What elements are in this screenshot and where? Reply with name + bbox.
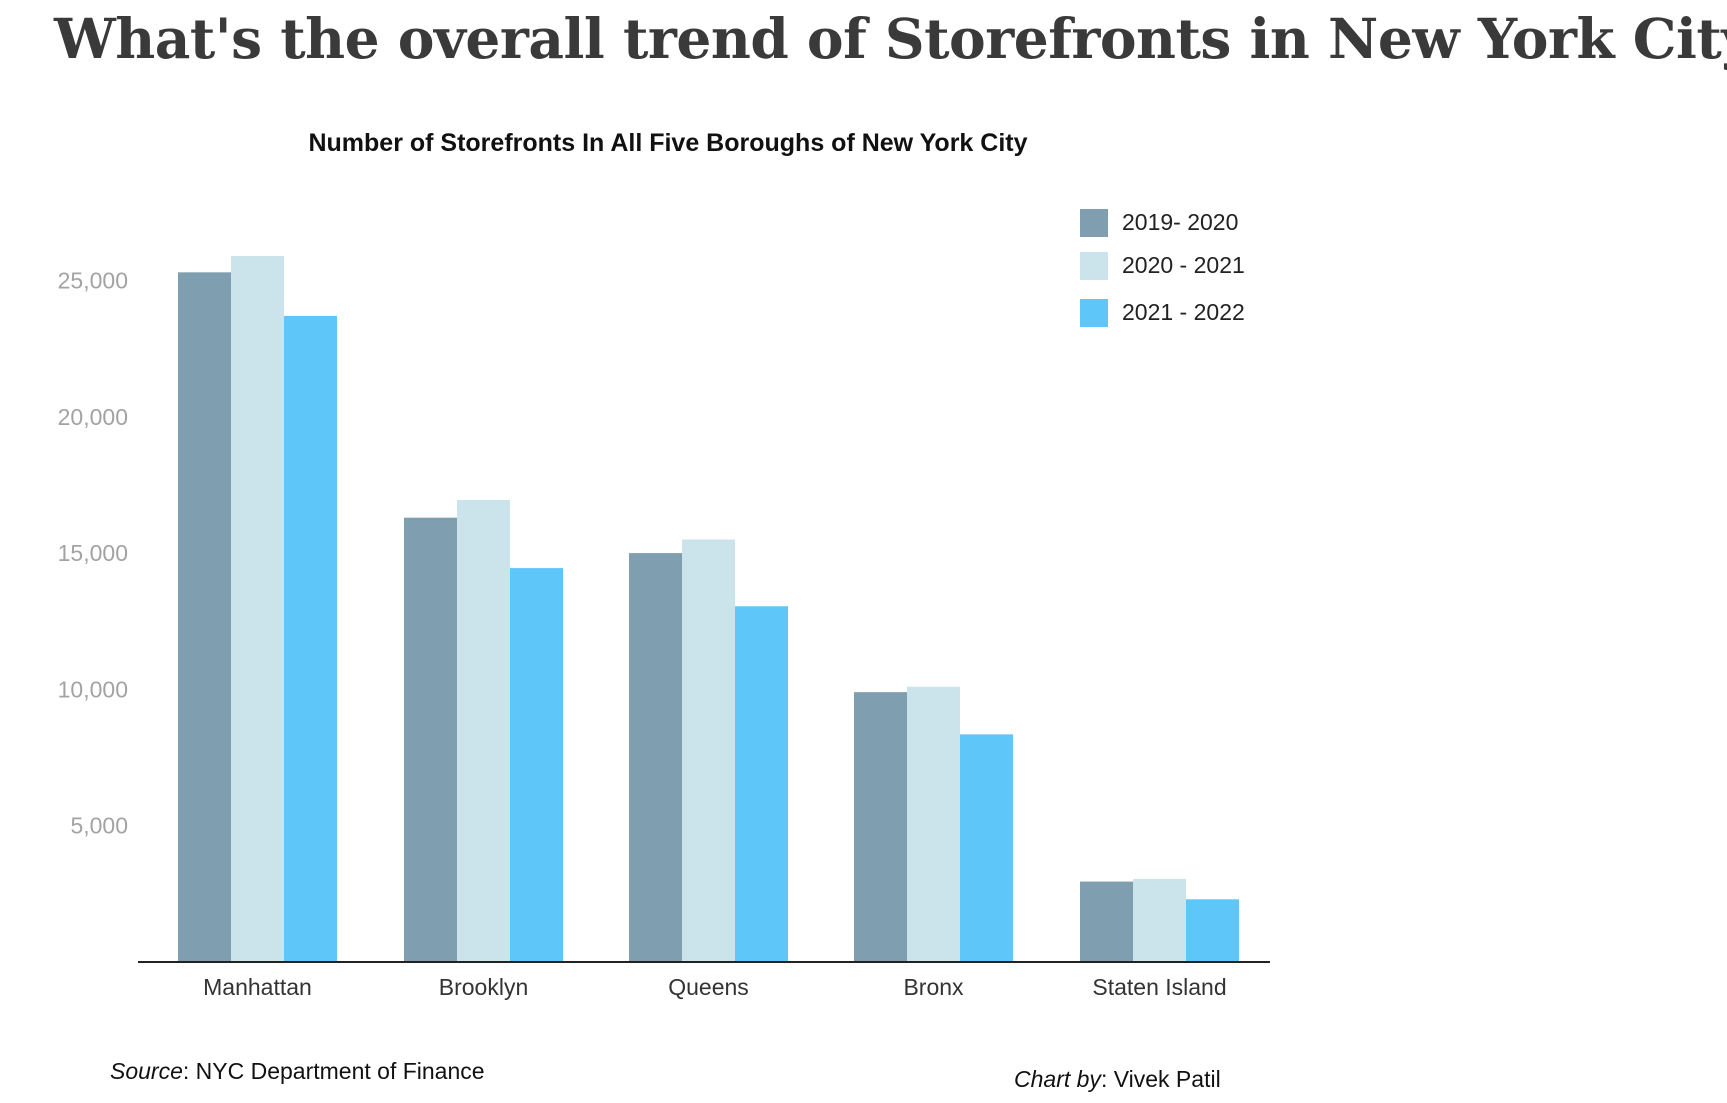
source-text: : NYC Department of Finance (182, 1058, 485, 1084)
y-tick-label: 15,000 (58, 540, 128, 566)
y-tick-label: 20,000 (58, 404, 128, 430)
legend-swatch (1080, 299, 1108, 327)
y-tick-label: 10,000 (58, 676, 128, 702)
bar (735, 606, 788, 962)
bar (682, 539, 735, 962)
bar (178, 272, 231, 962)
bar (231, 255, 284, 962)
bar-group (178, 255, 1239, 962)
bar (457, 499, 510, 962)
chart-title: Number of Storefronts In All Five Boroug… (308, 129, 1027, 157)
x-tick-label: Bronx (903, 974, 964, 1000)
bar (510, 568, 563, 962)
source-label: Source (110, 1058, 183, 1084)
x-tick-label: Manhattan (203, 974, 312, 1000)
credit-note: Chart by: Vivek Patil (1014, 1066, 1221, 1093)
bar (284, 315, 337, 962)
bar (907, 686, 960, 962)
bar (1186, 899, 1239, 962)
credit-text: : Vivek Patil (1100, 1066, 1221, 1092)
legend: 2019- 2020 2020 - 2021 2021 - 2022 (1080, 209, 1245, 327)
bar (629, 553, 682, 962)
x-tick-label: Staten Island (1092, 974, 1226, 1000)
y-axis: 5,000 10,000 15,000 20,000 25,000 (58, 268, 128, 839)
legend-label: 2019- 2020 (1122, 209, 1238, 235)
bar (1080, 881, 1133, 962)
bar (404, 517, 457, 962)
source-note: Source: NYC Department of Finance (110, 1058, 485, 1085)
bar (960, 734, 1013, 962)
credit-label: Chart by (1014, 1066, 1101, 1092)
bar (854, 692, 907, 962)
legend-swatch (1080, 252, 1108, 280)
x-tick-label: Queens (668, 974, 749, 1000)
legend-swatch (1080, 209, 1108, 237)
page-headline: What's the overall trend of Storefronts … (54, 6, 1727, 71)
x-tick-label: Brooklyn (439, 974, 528, 1000)
legend-label: 2020 - 2021 (1122, 252, 1245, 278)
y-tick-label: 25,000 (58, 268, 128, 294)
x-axis: Manhattan Brooklyn Queens Bronx Staten Islan… (203, 974, 1226, 1000)
bar (1133, 878, 1186, 962)
y-tick-label: 5,000 (70, 813, 128, 839)
legend-label: 2021 - 2022 (1122, 299, 1245, 325)
